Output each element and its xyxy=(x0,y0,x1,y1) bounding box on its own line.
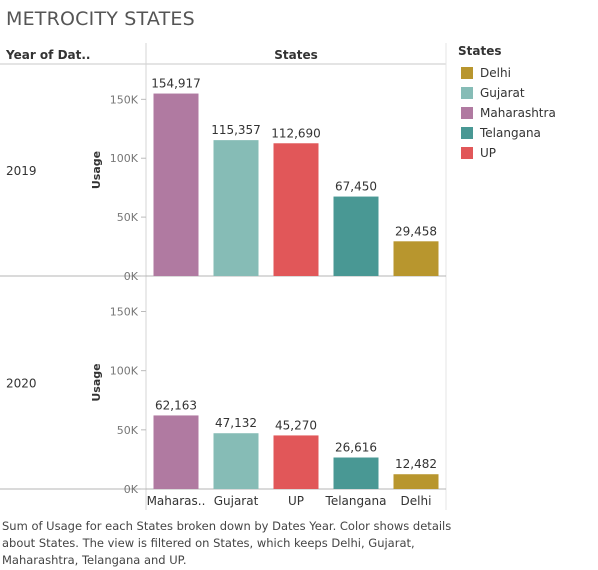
data-label: 62,163 xyxy=(155,398,197,412)
data-label: 47,132 xyxy=(215,416,257,430)
column-header: States xyxy=(274,48,318,62)
x-tick-label: Gujarat xyxy=(214,494,259,508)
legend-label: Maharashtra xyxy=(480,106,556,120)
bar xyxy=(333,196,379,276)
bar xyxy=(393,474,439,489)
y-tick-label: 150K xyxy=(110,306,139,319)
y-axis-title: Usage xyxy=(90,363,103,401)
legend-swatch xyxy=(461,127,473,139)
bar xyxy=(153,93,199,276)
legend-swatch xyxy=(461,67,473,79)
bar xyxy=(153,415,199,489)
data-label: 112,690 xyxy=(271,126,321,140)
y-axis-title: Usage xyxy=(90,151,103,189)
x-tick-label: UP xyxy=(288,494,304,508)
legend-label: UP xyxy=(480,146,497,160)
x-tick-label: Telangana xyxy=(325,494,387,508)
legend-label: Gujarat xyxy=(480,86,525,100)
legend-swatch xyxy=(461,107,473,119)
data-label: 29,458 xyxy=(395,224,437,238)
data-label: 26,616 xyxy=(335,441,377,455)
year-label: 2019 xyxy=(6,164,37,178)
legend-label: Telangana xyxy=(480,126,541,140)
legend-item[interactable]: UP xyxy=(458,143,556,163)
legend-item[interactable]: Delhi xyxy=(458,63,556,83)
bar xyxy=(393,241,439,276)
legend-swatch xyxy=(461,87,473,99)
legend-label: Delhi xyxy=(480,66,511,80)
bar xyxy=(333,457,379,489)
bar xyxy=(273,435,319,489)
data-label: 115,357 xyxy=(211,123,261,137)
data-label: 67,450 xyxy=(335,180,377,194)
legend: States Delhi Gujarat Maharashtra Telangana U… xyxy=(458,44,556,163)
legend-items: Delhi Gujarat Maharashtra Telangana UP xyxy=(458,63,556,163)
chart-title: METROCITY STATES xyxy=(6,8,195,30)
bar xyxy=(213,433,259,489)
chart-caption: Sum of Usage for each States broken down… xyxy=(2,519,452,567)
y-tick-label: 150K xyxy=(110,93,139,106)
bar xyxy=(213,140,259,276)
bar-chart: Year of Dat.. States 2019 Usage 0K 50K 100K 150… xyxy=(0,43,447,510)
y-tick-label: 0K xyxy=(124,270,139,283)
data-label: 154,917 xyxy=(151,77,201,91)
legend-item[interactable]: Maharashtra xyxy=(458,103,556,123)
data-label: 45,270 xyxy=(275,418,317,432)
row-header: Year of Dat.. xyxy=(5,48,90,62)
y-tick-label: 50K xyxy=(117,211,139,224)
legend-title: States xyxy=(458,44,502,58)
data-label: 12,482 xyxy=(395,457,437,471)
year-label: 2020 xyxy=(6,377,37,391)
y-tick-label: 50K xyxy=(117,424,139,437)
y-tick-label: 100K xyxy=(110,152,139,165)
y-tick-label: 0K xyxy=(124,483,139,496)
legend-item[interactable]: Telangana xyxy=(458,123,556,143)
legend-item[interactable]: Gujarat xyxy=(458,83,556,103)
x-tick-label: Delhi xyxy=(401,494,432,508)
legend-swatch xyxy=(461,147,473,159)
bar xyxy=(273,143,319,276)
x-tick-label: Maharas.. xyxy=(147,494,206,508)
y-tick-label: 100K xyxy=(110,365,139,378)
